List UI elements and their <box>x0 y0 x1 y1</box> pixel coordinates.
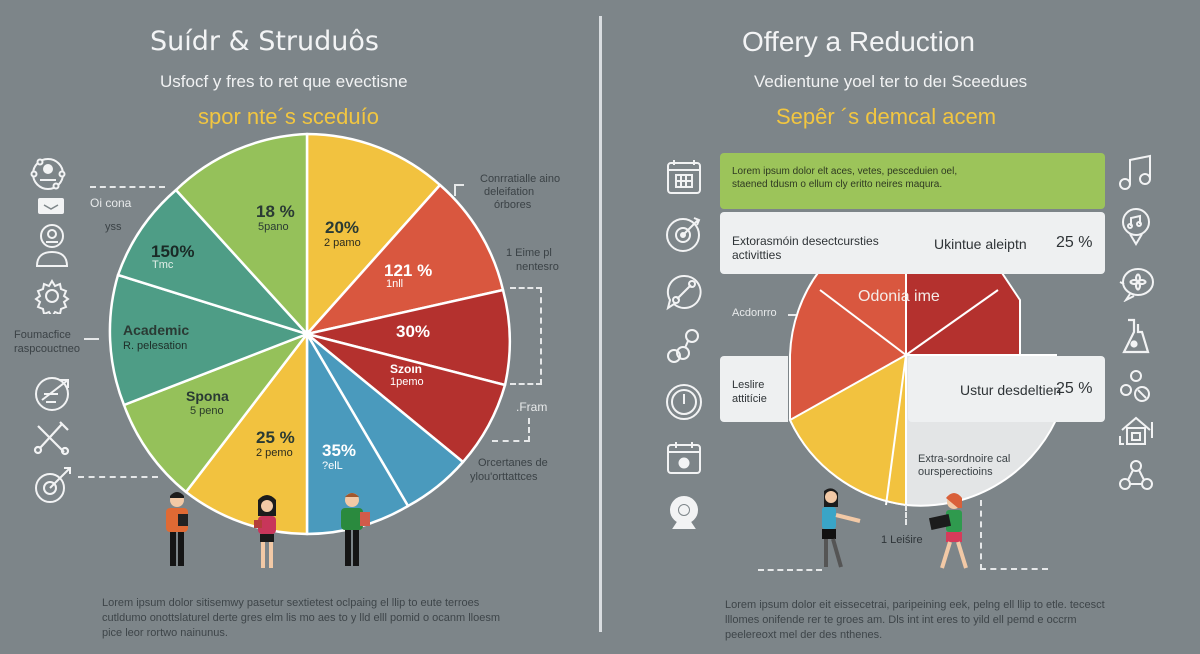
target-icon <box>664 214 704 254</box>
leader-right-left <box>788 314 796 316</box>
student-figure-2 <box>254 495 276 568</box>
panel-divider <box>599 16 602 632</box>
left-pie-chart <box>108 132 512 536</box>
music-bulb-icon <box>1116 206 1156 246</box>
info-card-green-text: Lorem ipsum dolor elt aces, vetes, pesce… <box>732 166 958 190</box>
music-note-icon <box>1116 152 1156 192</box>
timer-icon <box>664 382 704 422</box>
right-accent-heading: Sepêr ´s demcal acem <box>776 104 997 129</box>
annotation-middle-left-2: raspcouctneo <box>14 343 81 355</box>
molecule-icon <box>664 326 704 366</box>
network-icon <box>28 154 68 194</box>
annotation-right-bottom-2: oursperectioins <box>918 466 993 478</box>
bracket-top-right <box>454 184 464 196</box>
slice-label-20: 20% <box>325 218 360 237</box>
stat-card-top-label: Extorasmóin desectcursties activitties <box>732 234 879 262</box>
slice-sublabel-25: 2 pemo <box>256 447 293 459</box>
target-arrow-icon <box>34 374 74 414</box>
tools-icon <box>32 418 72 458</box>
chat-flower-icon <box>1116 262 1156 303</box>
slice-sublabel-20: 2 pamo <box>324 237 361 249</box>
annotation-right-left: Acdonrro <box>732 307 777 319</box>
annotation-top-right-3: órbores <box>494 199 532 211</box>
annotation-right-bottom-1: Extra-sordnoire cal <box>918 453 1011 465</box>
left-subtitle: Usfocf y fres to ret que evectisne <box>160 72 408 91</box>
gear-icon <box>34 278 70 319</box>
slice-label-18: 18 % <box>256 202 295 221</box>
right-paragraph: Lorem ipsum dolor eit eissecetrai, parip… <box>725 599 1105 641</box>
calendar-icon <box>664 438 704 478</box>
dashed-bracket-right <box>510 287 542 385</box>
nodes-icon <box>1116 456 1156 496</box>
student-figure-5 <box>928 493 968 569</box>
dashed-baseline-left <box>758 569 822 571</box>
slice-label-spona: Spona <box>186 388 229 404</box>
student-figure-1 <box>166 492 188 566</box>
slice-label-121: 121 % <box>384 261 433 280</box>
annotation-right-bottom: 1 Leiśire <box>881 534 923 546</box>
gears-icon <box>1116 366 1156 406</box>
left-paragraph: Lorem ipsum dolor sitisemwy pasetur sext… <box>102 597 501 639</box>
wrench-chat-icon <box>664 272 704 312</box>
annotation-top-left-sub: yss <box>105 221 122 233</box>
annotation-top-left: Oi cona <box>90 196 132 210</box>
stat-card-bottom-left-label: Leslire attitície <box>732 379 767 405</box>
leader-middle-left <box>84 338 99 340</box>
info-card-green: Lorem ipsum dolor elt aces, vetes, pesce… <box>720 153 1105 209</box>
slice-label-szoin: Szoın <box>390 362 422 376</box>
annotation-top-right-2: deleifation <box>484 186 535 198</box>
dashed-leader-center <box>905 505 907 525</box>
dashed-bracket-lower-right <box>492 418 530 442</box>
slice-label-150: 150% <box>151 242 195 261</box>
calendar-grid-icon <box>664 156 704 196</box>
stat-card-top-percent: 25 % <box>1056 234 1093 251</box>
slice-label-35: 35% <box>322 441 357 460</box>
right-subtitle: Vedientune yoel ter to deı Sceedues <box>754 72 1028 91</box>
slice-sublabel-35: ?elL <box>322 460 343 472</box>
user-icon <box>34 222 70 268</box>
dashed-leader-bottom-left <box>78 476 158 478</box>
dashed-bracket-bottom-right <box>980 500 1048 570</box>
annotation-right-mid: .Fram <box>516 400 548 414</box>
stat-card-bottom: Ustur desdeltien 25 % <box>908 356 1105 422</box>
right-pie-center-label: Odonia ime <box>858 288 940 305</box>
slice-sublabel-121: 1nll <box>386 278 404 290</box>
left-accent-heading: spor nte´s sceduío <box>198 104 379 129</box>
student-figure-4 <box>822 488 861 568</box>
slice-sublabel-18: 5pano <box>258 221 289 233</box>
right-title: Offery a Reduction <box>742 26 975 57</box>
slice-sublabel-150: Tmc <box>152 259 174 271</box>
slice-label-academic: Academic <box>123 322 190 338</box>
annotation-bottom-right-2: ylou'orttattces <box>470 471 538 483</box>
dashed-leader-top-left <box>90 186 165 188</box>
slice-label-25: 25 % <box>256 428 295 447</box>
dart-icon <box>34 464 74 504</box>
annotation-bottom-right-1: Orcertanes de <box>478 457 548 469</box>
stat-card-bottom-title: Ustur desdeltien <box>960 382 1062 398</box>
stat-card-top-title: Ukintue aleiptn <box>934 236 1027 252</box>
flask-icon <box>1116 316 1156 356</box>
annotation-right-upper-1: 1 Eime pl <box>506 247 552 259</box>
stat-card-bottom-left: Leslire attitície <box>720 356 788 422</box>
stat-card-bottom-percent: 25 % <box>1056 380 1093 397</box>
home-cycle-icon <box>1116 410 1156 450</box>
slice-label-30: 30% <box>396 322 431 341</box>
webcam-icon <box>664 492 704 532</box>
slice-sublabel-academic: R. pelesation <box>123 340 188 352</box>
student-figure-3 <box>341 493 370 566</box>
annotation-right-upper-2: nentesro <box>516 261 559 273</box>
annotation-middle-left-1: Foumacfice <box>14 329 71 341</box>
envelope-icon <box>38 198 64 214</box>
annotation-top-right-1: Conrratialle aino <box>480 173 561 185</box>
left-title: Suídr & Struduôs <box>150 26 379 57</box>
slice-sublabel-szoin: 1pemo <box>390 376 424 388</box>
slice-sublabel-spona: 5 peno <box>190 405 224 417</box>
stat-card-top: Extorasmóin desectcursties activitties U… <box>720 212 1105 274</box>
